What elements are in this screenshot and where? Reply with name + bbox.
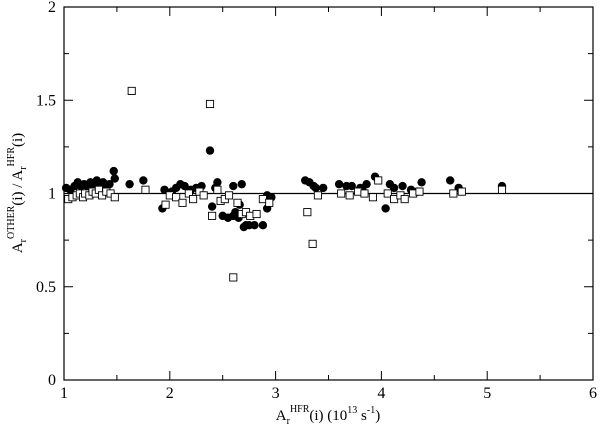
y-tick-label: 1.5 xyxy=(36,92,56,109)
data-point-square xyxy=(199,191,208,200)
y-tick-label: 0 xyxy=(48,372,56,389)
data-point-circle xyxy=(398,181,407,191)
data-point-circle xyxy=(205,146,215,155)
data-point-square xyxy=(252,209,261,219)
data-point-square xyxy=(415,187,424,196)
data-point-square xyxy=(360,189,369,198)
x-label-unit-exp: -1 xyxy=(367,405,375,416)
data-point-circle xyxy=(334,179,344,189)
data-point-square xyxy=(374,176,383,185)
data-point-circle xyxy=(237,179,246,189)
data-point-square xyxy=(172,193,181,202)
y-label-sup1: OTHER xyxy=(6,205,17,239)
data-point-circle xyxy=(229,181,238,191)
data-point-square xyxy=(497,185,507,194)
x-label-mid: (i) (10 xyxy=(309,408,347,424)
data-point-square xyxy=(184,189,193,198)
data-point-square xyxy=(449,189,458,198)
tick-labels: 1 2 3 4 5 6 0 0.5 1 1.5 2 xyxy=(36,0,597,402)
data-point-circle xyxy=(445,176,455,185)
data-point-square xyxy=(303,208,312,217)
data-point-circle xyxy=(207,202,217,211)
y-label-mid: (i) / A xyxy=(10,170,26,206)
data-point-circle xyxy=(319,183,328,193)
y-label-end: (i) xyxy=(10,133,26,147)
data-point-square xyxy=(308,239,317,248)
data-point-square xyxy=(233,198,242,207)
y-label-base1: A xyxy=(10,242,26,253)
data-point-square xyxy=(400,195,409,204)
x-label-unit: s xyxy=(357,408,367,424)
data-point-circle xyxy=(250,221,259,230)
x-label-end: ) xyxy=(375,408,380,424)
data-point-circle xyxy=(311,183,321,193)
data-point-circle xyxy=(110,174,119,183)
data-point-square xyxy=(161,200,170,209)
x-tick-label: 6 xyxy=(589,385,597,402)
data-point-circle xyxy=(109,166,118,176)
x-tick-label: 3 xyxy=(272,385,280,402)
data-point-square xyxy=(313,191,322,200)
data-point-circle xyxy=(417,178,426,187)
data-point-circle xyxy=(389,183,399,193)
data-point-circle xyxy=(125,179,134,189)
x-label-sub: r xyxy=(287,416,291,427)
y-label-sup2: HFR xyxy=(6,147,17,167)
y-tick-label: 1 xyxy=(48,186,56,203)
x-tick-label: 4 xyxy=(377,385,385,402)
data-point-square xyxy=(110,193,119,202)
x-tick-label: 1 xyxy=(60,385,68,402)
data-point-circle xyxy=(381,204,390,213)
data-point-square xyxy=(213,185,222,194)
data-point-circle xyxy=(180,181,189,191)
data-point-square xyxy=(229,273,238,282)
y-tick-label: 2 xyxy=(48,0,56,16)
data-point-square xyxy=(345,191,354,200)
data-point-square xyxy=(189,195,198,204)
x-axis-label: ArHFR(i) (1013 s-1) xyxy=(276,404,380,427)
data-point-circle xyxy=(347,181,356,191)
y-label-sub1: r xyxy=(18,238,29,242)
x-label-exp: 13 xyxy=(347,405,357,416)
data-point-square xyxy=(265,198,274,207)
data-point-square xyxy=(178,198,187,207)
x-label-base: A xyxy=(276,408,287,424)
data-point-square xyxy=(208,211,217,220)
data-point-square xyxy=(127,86,136,95)
data-point-square xyxy=(383,189,392,198)
x-label-sup: HFR xyxy=(290,404,310,415)
axis-ticks xyxy=(63,6,594,381)
data-point-square xyxy=(337,189,346,198)
data-point-circle xyxy=(258,221,268,230)
y-axis-label: ArOTHER(i) / ArHFR(i) xyxy=(6,133,29,253)
data-point-circle xyxy=(105,179,114,189)
data-point-square xyxy=(224,191,234,200)
y-label-sub2: r xyxy=(18,166,29,170)
data-points xyxy=(61,86,507,282)
data-point-square xyxy=(141,185,150,194)
data-point-circle xyxy=(139,176,148,185)
data-point-square xyxy=(368,193,377,202)
x-tick-label: 5 xyxy=(483,385,491,402)
data-point-square xyxy=(457,187,466,196)
x-tick-label: 2 xyxy=(166,385,174,402)
y-tick-label: 0.5 xyxy=(36,279,56,296)
data-point-square xyxy=(205,99,215,109)
